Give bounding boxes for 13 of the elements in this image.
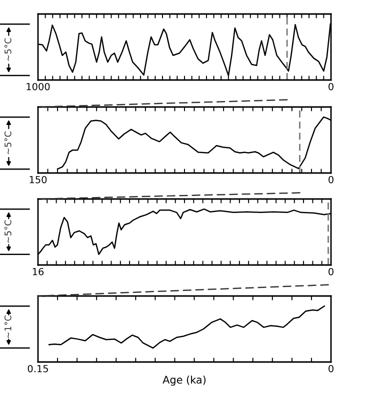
y-axis-title: ~5°C [4,220,12,243]
x-tick-label: 150 [30,176,47,184]
x-tick-label: 0 [328,364,334,372]
x-tick-label: 1000 [26,82,50,90]
y-axis-title: ~1°C [4,315,12,338]
x-tick-label: 16 [32,268,44,276]
x-tick-label: 0 [328,176,334,184]
x-tick-label: 0 [328,268,334,276]
y-axis-title: ~5°C [4,132,12,154]
x-tick-label: 0.15 [28,364,48,372]
x-tick-label: 0 [328,82,334,90]
y-axis-title: ~5°C [4,38,12,61]
x-axis-title: Age (ka) [162,376,206,386]
